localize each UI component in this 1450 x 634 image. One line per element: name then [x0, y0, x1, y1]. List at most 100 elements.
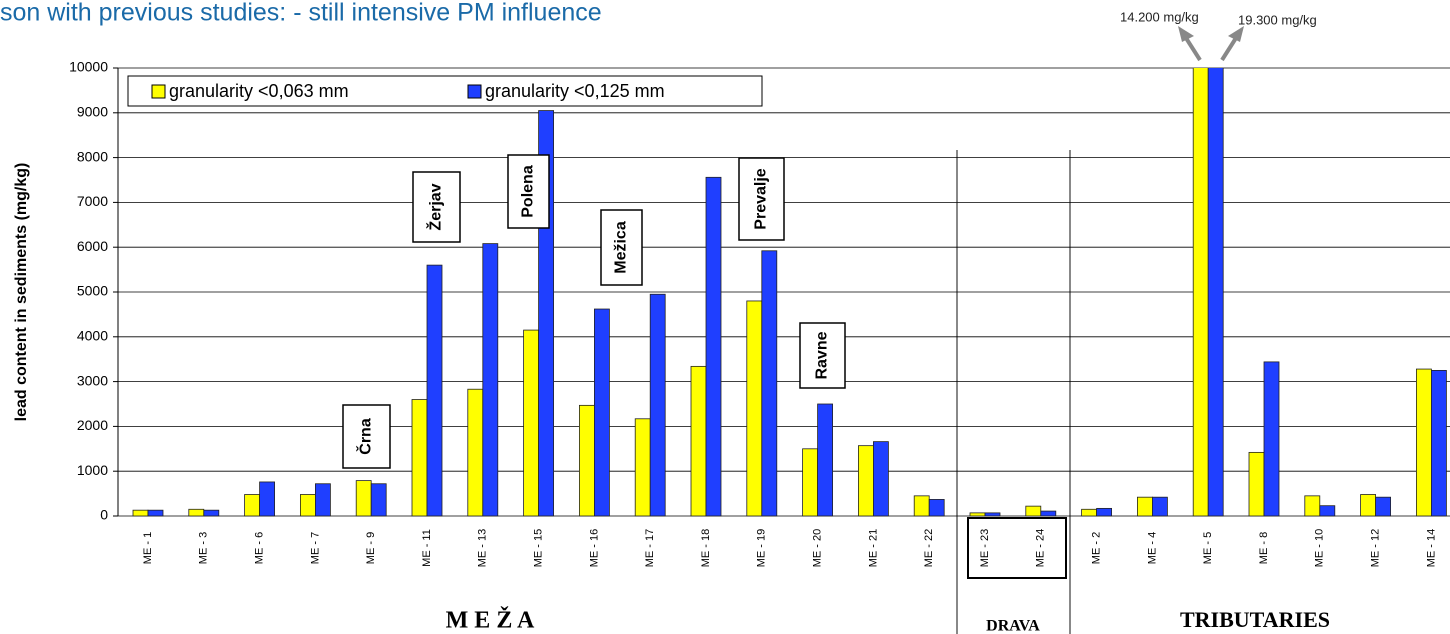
- y-axis-label: lead content in sediments (mg/kg): [13, 163, 30, 422]
- bar: [188, 508, 205, 517]
- y-tick-label: 7000: [77, 193, 108, 209]
- y-tick-label: 8000: [77, 148, 108, 164]
- x-tick-label: ME - 13: [477, 529, 489, 568]
- bar: [761, 250, 778, 517]
- value-label: 14.200 mg/kg: [1120, 9, 1199, 24]
- bar: [817, 403, 833, 517]
- x-tick-label: ME - 22: [923, 529, 935, 568]
- annotation-box: [412, 171, 461, 243]
- bar: [1081, 508, 1097, 517]
- bar: [1137, 496, 1153, 517]
- bar: [858, 445, 874, 517]
- x-tick-label: ME - 20: [812, 529, 824, 568]
- annotation-box: [799, 322, 846, 389]
- x-tick-label: ME - 7: [309, 532, 321, 564]
- group-label: M E Ž A: [446, 607, 535, 634]
- drava-box: [967, 517, 1067, 579]
- bar: [132, 509, 149, 517]
- bar: [259, 481, 276, 517]
- x-tick-label: ME - 19: [756, 529, 768, 568]
- bar: [370, 483, 387, 517]
- bar: [1263, 361, 1280, 517]
- x-tick-label: ME - 16: [588, 529, 600, 568]
- bar: [1360, 494, 1376, 517]
- legend-label: granularity <0,063 mm: [169, 81, 349, 101]
- x-tick-label: ME - 1: [142, 532, 154, 564]
- y-tick-label: 0: [100, 507, 108, 523]
- x-tick-label: ME - 17: [644, 529, 656, 568]
- x-tick-label: ME - 9: [365, 532, 377, 564]
- x-tick-label: ME - 8: [1258, 532, 1270, 564]
- annotation: Mežica: [613, 221, 630, 274]
- bar: [411, 399, 428, 517]
- bar: [594, 308, 610, 517]
- y-tick-label: 1000: [77, 462, 108, 478]
- bar: [1416, 368, 1432, 517]
- bar: [1040, 510, 1057, 517]
- x-tick-label: ME - 21: [867, 529, 879, 568]
- bar: [1431, 369, 1447, 517]
- annotation: Ravne: [814, 331, 831, 379]
- bar: [969, 512, 986, 517]
- annotation: Prevalje: [753, 168, 770, 229]
- bar: [482, 243, 499, 517]
- x-tick-label: ME - 24: [1035, 529, 1047, 568]
- annotation-box: [738, 157, 785, 241]
- bar: [147, 509, 164, 517]
- legend-box: [127, 75, 763, 107]
- bar: [1248, 451, 1265, 517]
- bar: [579, 404, 595, 517]
- bar: [1192, 68, 1209, 517]
- annotation-box: [507, 154, 550, 229]
- y-tick-label: 10000: [69, 59, 108, 75]
- bar: [913, 495, 930, 517]
- bar: [1096, 507, 1112, 517]
- bar: [355, 480, 372, 517]
- x-tick-label: ME - 12: [1370, 529, 1382, 568]
- bar: [1375, 496, 1391, 517]
- group-label: TRIBUTARIES: [1180, 607, 1330, 632]
- bar: [1025, 505, 1042, 517]
- bar: [299, 494, 316, 517]
- bar: [244, 494, 261, 517]
- chart-title: son with previous studies: - still inten…: [0, 0, 602, 27]
- legend-swatch: [467, 84, 482, 99]
- bar: [426, 264, 443, 517]
- x-tick-label: ME - 18: [700, 529, 712, 568]
- value-label: 19.300 mg/kg: [1238, 12, 1317, 27]
- bar: [746, 300, 763, 517]
- bar: [705, 176, 722, 517]
- x-tick-label: ME - 2: [1091, 532, 1103, 564]
- y-tick-label: 4000: [77, 328, 108, 344]
- bar: [203, 509, 220, 517]
- annotation: Črna: [356, 418, 375, 455]
- y-tick-label: 5000: [77, 283, 108, 299]
- x-tick-label: ME - 5: [1202, 532, 1214, 564]
- bar: [1152, 496, 1168, 517]
- bar: [873, 441, 889, 517]
- overflow-arrows: [1178, 26, 1244, 62]
- bar: [634, 418, 651, 517]
- x-tick-label: ME - 15: [533, 529, 545, 568]
- group-label: DRAVA: [986, 618, 1040, 634]
- bar: [984, 512, 1001, 517]
- annotation-box: [600, 209, 643, 286]
- y-tick-label: 2000: [77, 417, 108, 433]
- x-tick-label: ME - 10: [1314, 529, 1326, 568]
- x-tick-label: ME - 3: [198, 532, 210, 564]
- x-tick-label: ME - 23: [979, 529, 991, 568]
- legend-label: granularity <0,125 mm: [485, 81, 665, 101]
- bar: [649, 293, 666, 517]
- x-tick-label: ME - 11: [421, 529, 433, 567]
- bar: [690, 365, 707, 517]
- y-tick-label: 3000: [77, 372, 108, 388]
- bar: [314, 483, 331, 517]
- x-tick-label: ME - 6: [254, 532, 266, 564]
- y-tick-label: 6000: [77, 238, 108, 254]
- bar: [467, 388, 484, 517]
- bar: [1304, 495, 1321, 517]
- bar: [928, 499, 945, 517]
- bar: [1207, 68, 1224, 517]
- bar: [523, 329, 539, 517]
- legend-swatch: [151, 84, 166, 99]
